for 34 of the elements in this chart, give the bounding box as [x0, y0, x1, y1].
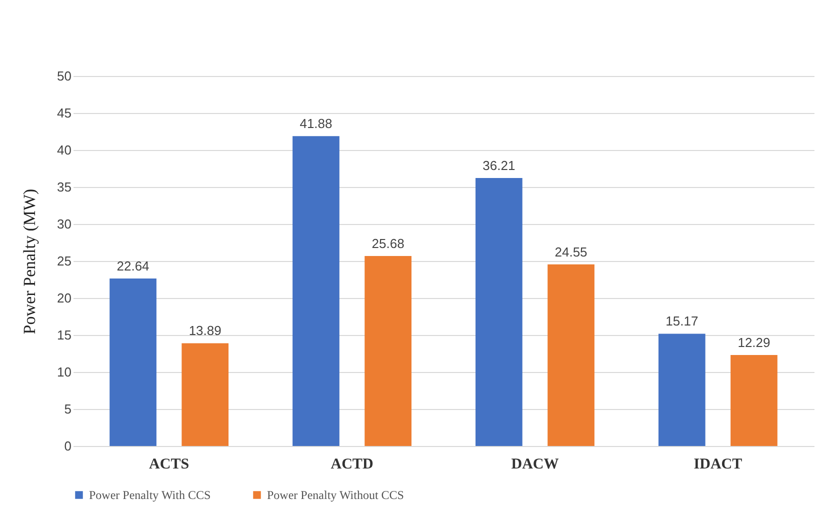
y-tick-label: 20	[57, 290, 72, 306]
y-axis-title: Power Penalty (MW)	[20, 188, 40, 334]
y-tick-label: 5	[64, 402, 72, 416]
bar	[548, 264, 594, 446]
legend-label: Power Penalty With CCS	[89, 488, 211, 502]
data-label: 25.68	[372, 236, 404, 251]
y-tick-label: 40	[57, 142, 72, 158]
bar	[182, 343, 229, 446]
data-label: 36.21	[482, 158, 516, 174]
data-label: 41.88	[300, 116, 332, 132]
bar	[364, 256, 412, 446]
x-tick-label: ACTS	[149, 456, 190, 472]
data-label: 15.17	[666, 314, 698, 329]
y-tick-label: 30	[57, 216, 72, 232]
y-tick-label: 50	[57, 68, 72, 84]
legend-label: Power Penalty Without CCS	[267, 488, 404, 502]
data-label: 24.55	[554, 244, 588, 260]
x-tick-label: DACW	[511, 456, 559, 472]
bar	[292, 136, 340, 446]
y-tick-label: 25	[57, 254, 72, 268]
y-tick-label: 45	[57, 106, 72, 120]
bar	[658, 334, 706, 446]
x-tick-label: IDACT	[694, 456, 742, 472]
y-tick-label: 0	[64, 438, 72, 454]
data-label: 22.64	[116, 258, 150, 274]
x-tick-label: ACTD	[330, 456, 374, 472]
bar	[730, 355, 778, 446]
bar	[110, 278, 156, 446]
y-tick-label: 35	[57, 180, 72, 194]
y-tick-label: 10	[57, 364, 72, 380]
y-tick-label: 15	[57, 328, 72, 342]
data-label: 12.29	[738, 335, 770, 350]
bar	[476, 178, 522, 446]
data-label: 13.89	[188, 323, 222, 338]
